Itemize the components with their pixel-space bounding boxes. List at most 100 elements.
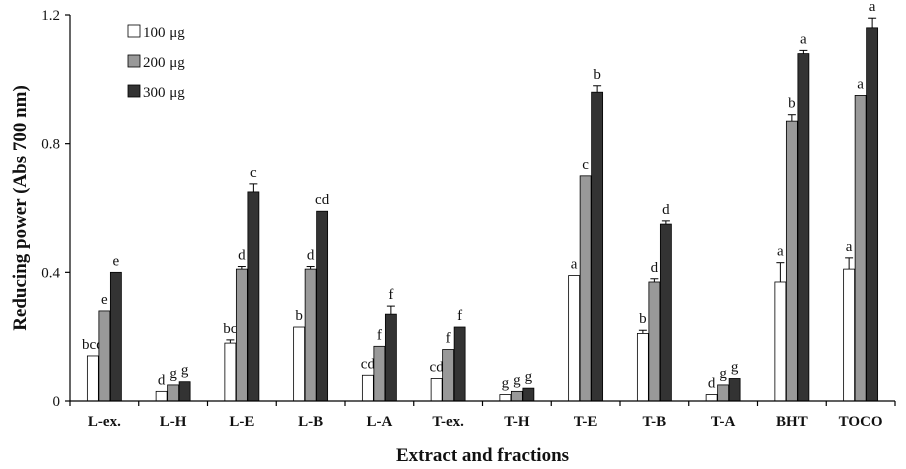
legend-label: 200 μg: [143, 55, 185, 71]
x-category-label: L-A: [366, 414, 392, 430]
x-category-label: T-H: [504, 414, 530, 430]
significance-label: e: [113, 253, 120, 269]
bar: [843, 268, 856, 402]
x-category-label: L-ex.: [88, 414, 121, 430]
x-ticks: L-ex. L-H L-E L-B L-A T-ex. T-H T-E T-B T-A BHT TOC…: [69, 401, 896, 430]
bar: [797, 53, 810, 402]
bar: [384, 313, 397, 402]
bar: [98, 310, 111, 402]
y-tick-label: 1.2: [41, 8, 60, 24]
bar: [247, 191, 260, 402]
significance-label: g: [502, 376, 510, 392]
legend-swatch: [127, 54, 141, 68]
significance-label: a: [800, 31, 807, 47]
bar: [499, 394, 512, 402]
bar: [453, 326, 466, 402]
legend: 100 μg 200 μg 300 μg: [127, 24, 185, 101]
bar: [717, 384, 730, 402]
bar: [167, 384, 180, 402]
bar: [86, 355, 99, 402]
significance-label: g: [525, 369, 533, 385]
significance-label: cd: [430, 359, 445, 375]
significance-label: g: [731, 359, 739, 375]
significance-label: d: [708, 376, 716, 392]
bar: [648, 281, 661, 402]
significance-label: f: [446, 331, 451, 347]
significance-label: f: [377, 327, 382, 343]
x-category-label: T-A: [711, 414, 736, 430]
x-category-label: TOCO: [839, 414, 883, 430]
bar: [316, 210, 329, 402]
significance-label: g: [513, 372, 521, 388]
significance-label: f: [457, 308, 462, 324]
bar: [430, 378, 443, 402]
bar: [510, 390, 523, 402]
x-category-label: L-B: [298, 414, 323, 430]
axes: [69, 15, 895, 402]
significance-label: d: [662, 202, 670, 218]
x-category-label: T-B: [643, 414, 667, 430]
significance-label: d: [307, 248, 315, 264]
x-category-label: BHT: [776, 414, 808, 430]
y-tick-label: 0: [53, 394, 61, 410]
significance-label: d: [651, 260, 659, 276]
significance-label: b: [788, 96, 796, 112]
significance-label: d: [158, 372, 166, 388]
significance-label: a: [846, 239, 853, 255]
x-category-label: L-H: [160, 414, 187, 430]
significance-label: b: [593, 67, 601, 83]
significance-label: g: [719, 366, 727, 382]
bar: [866, 27, 879, 402]
y-tick-label: 0.4: [41, 265, 60, 281]
legend-label: 100 μg: [143, 25, 185, 41]
significance-label: c: [250, 165, 257, 181]
significance-label: b: [295, 308, 303, 324]
y-axis-title: Reducing power (Abs 700 nm): [10, 85, 31, 331]
bar: [774, 281, 787, 402]
significance-label: f: [388, 287, 393, 303]
bar: [659, 223, 672, 402]
significance-label: a: [571, 257, 578, 273]
bar: [178, 381, 191, 402]
bar: [155, 390, 168, 402]
bar: [591, 91, 604, 402]
bar: [728, 378, 741, 402]
significance-label: e: [101, 292, 108, 308]
significance-label: d: [238, 248, 246, 264]
legend-swatch: [127, 84, 141, 98]
x-category-label: L-E: [229, 414, 254, 430]
significance-label: bc: [223, 321, 238, 337]
legend-label: 300 μg: [143, 85, 185, 101]
bar: [304, 268, 317, 402]
x-axis-title: Extract and fractions: [396, 445, 569, 466]
significance-label: cd: [315, 192, 330, 208]
bar: [235, 268, 248, 402]
bar: [293, 326, 306, 402]
significance-label: a: [777, 244, 784, 260]
bar: [361, 374, 374, 402]
significance-label: cd: [361, 356, 376, 372]
significance-label: c: [582, 157, 589, 173]
y-ticks: 0 0.4 0.8 1.2: [41, 8, 70, 410]
bar: [785, 120, 798, 402]
significance-label: b: [639, 311, 647, 327]
significance-label: g: [181, 363, 189, 379]
bar: [636, 333, 649, 402]
legend-swatch: [127, 24, 141, 38]
bar: [568, 275, 581, 402]
x-category-label: T-E: [574, 414, 598, 430]
significance-label: g: [169, 366, 177, 382]
significance-label: a: [869, 0, 876, 15]
y-tick-label: 0.8: [41, 137, 60, 153]
bar: [854, 95, 867, 402]
bar: [442, 349, 455, 402]
bar: [373, 345, 386, 402]
bar: [705, 394, 718, 402]
bar: [109, 271, 122, 402]
bar: [579, 175, 592, 402]
